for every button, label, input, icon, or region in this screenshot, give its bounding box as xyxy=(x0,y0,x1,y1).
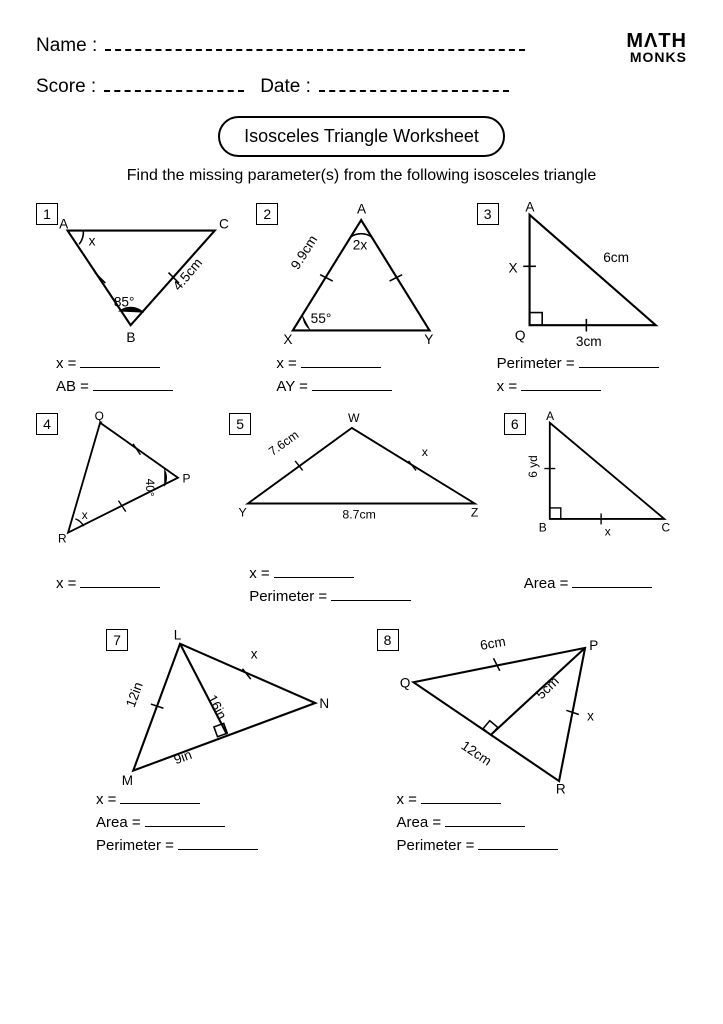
vertex-label: R xyxy=(555,781,565,796)
vertex-label: P xyxy=(183,471,191,485)
problem-3: 3 A X Q 6cm 3cm Perimeter = x = xyxy=(477,199,687,399)
vertex-label: A xyxy=(357,202,367,217)
row-3: 7 L M N 12in 16in 9in x x = Area = Perim… xyxy=(36,625,687,858)
vertex-label: C xyxy=(661,521,670,535)
angle-label: 40° xyxy=(143,478,157,496)
problem-number: 2 xyxy=(256,203,278,225)
vertex-label: Z xyxy=(471,506,479,520)
vertex-label: X xyxy=(508,260,517,275)
side-label: 16in xyxy=(204,692,229,722)
angle-label: 85° xyxy=(114,294,135,309)
side-label: x xyxy=(251,646,258,661)
vertex-label: P xyxy=(589,638,598,653)
triangle-6: A B C 6 yd x xyxy=(504,409,687,546)
logo-bottom: MONKS xyxy=(626,51,687,64)
name-label: Name : xyxy=(36,35,97,57)
vertex-label: Y xyxy=(239,506,247,520)
vertex-label: B xyxy=(539,521,547,535)
side-label: 6cm xyxy=(603,250,629,265)
logo: MΛTH MONKS xyxy=(626,32,687,64)
problem-6: 6 A B C 6 yd x Area = xyxy=(504,409,687,609)
triangle-1: A C B x 85° 4.5cm xyxy=(36,199,246,357)
problem-8: 8 P Q R 6cm 5cm 12cm x x = Area = Perime… xyxy=(377,625,648,858)
score-blank[interactable] xyxy=(104,71,244,92)
problem-4: 4 Q P R 40° x x = xyxy=(36,409,219,609)
problem-1: 1 A C B x 85° 4.5cm x = AB = xyxy=(36,199,246,399)
vertex-label: A xyxy=(546,409,554,423)
problem-5: 5 W Y Z 7.6cm x 8.7cm x = Perimeter = xyxy=(229,409,494,609)
worksheet-title: Isosceles Triangle Worksheet xyxy=(218,116,505,157)
vertex-label: W xyxy=(348,411,360,425)
vertex-label: N xyxy=(319,696,329,711)
side-label: 9.9cm xyxy=(288,232,320,271)
angle-label: 55° xyxy=(311,311,332,326)
triangle-3: A X Q 6cm 3cm xyxy=(477,199,687,357)
problem-number: 3 xyxy=(477,203,499,225)
vertex-label: A xyxy=(525,199,535,214)
angle-label: 2x xyxy=(353,237,368,252)
vertex-label: Q xyxy=(515,328,526,343)
side-label: x xyxy=(605,524,611,538)
problem-2: 2 A X Y 9.9cm 2x 55° x = AY = xyxy=(256,199,466,399)
row-1: 1 A C B x 85° 4.5cm x = AB = 2 xyxy=(36,199,687,399)
side-label: 6 yd xyxy=(526,455,540,477)
problem-number: 4 xyxy=(36,413,58,435)
vertex-label: B xyxy=(126,330,135,345)
row-2: 4 Q P R 40° x x = 5 W xyxy=(36,409,687,609)
side-label: 6cm xyxy=(478,633,506,652)
problem-7: 7 L M N 12in 16in 9in x x = Area = Perim… xyxy=(76,625,347,858)
side-label: 3cm xyxy=(576,334,602,349)
side-label: 7.6cm xyxy=(266,427,301,458)
side-label: x xyxy=(587,708,594,723)
vertex-label: R xyxy=(58,532,67,546)
answer-line: AB = xyxy=(56,376,246,395)
triangle-4: Q P R 40° x xyxy=(36,409,219,546)
title-wrap: Isosceles Triangle Worksheet xyxy=(36,116,687,157)
problem-number: 5 xyxy=(229,413,251,435)
vertex-label: L xyxy=(174,627,182,642)
name-blank[interactable] xyxy=(105,30,525,51)
side-label: 12in xyxy=(123,680,146,709)
header: MΛTH MONKS Name : Score : Date : xyxy=(36,30,687,98)
vertex-label: C xyxy=(219,216,229,231)
date-blank[interactable] xyxy=(319,71,509,92)
angle-label: x xyxy=(82,508,88,522)
score-label: Score : xyxy=(36,76,96,98)
side-label: 5cm xyxy=(533,673,562,702)
triangle-8: P Q R 6cm 5cm 12cm x xyxy=(377,625,647,791)
problem-number: 8 xyxy=(377,629,399,651)
vertex-label: Q xyxy=(399,675,410,690)
triangle-2: A X Y 9.9cm 2x 55° xyxy=(256,199,466,357)
side-label: 8.7cm xyxy=(343,507,376,521)
triangle-5: W Y Z 7.6cm x 8.7cm xyxy=(229,409,494,551)
instructions: Find the missing parameter(s) from the f… xyxy=(36,167,687,185)
problem-number: 7 xyxy=(106,629,128,651)
vertex-label: Y xyxy=(425,332,434,347)
problem-number: 1 xyxy=(36,203,58,225)
side-label: x xyxy=(422,445,428,459)
angle-label: x xyxy=(89,233,96,248)
vertex-label: A xyxy=(59,216,69,231)
vertex-label: Q xyxy=(95,409,104,423)
side-label: 12cm xyxy=(458,738,494,769)
date-label: Date : xyxy=(260,76,311,98)
vertex-label: X xyxy=(284,332,293,347)
problem-number: 6 xyxy=(504,413,526,435)
vertex-label: M xyxy=(122,773,133,788)
